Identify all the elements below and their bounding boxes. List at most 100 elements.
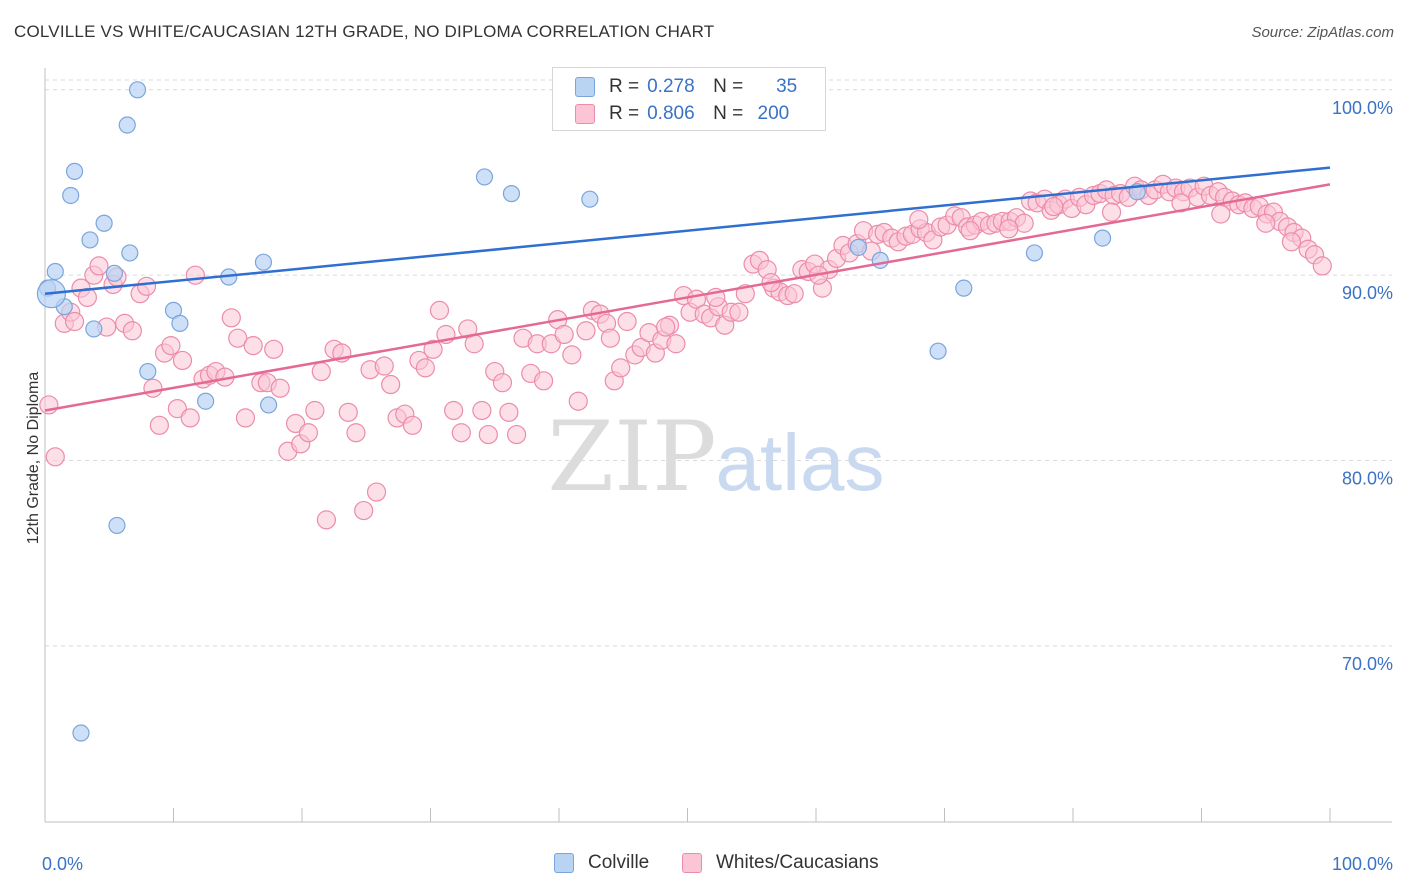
y-tick-label: 90.0% [1342,283,1393,303]
colville-point [259,396,278,414]
whites-point [729,302,749,322]
whites-point [270,378,290,398]
n-value: 200 [757,103,790,124]
whites-point [243,336,263,356]
whites-point [464,334,484,354]
colville-point [197,392,215,410]
whites-point [666,334,686,354]
whites-point [185,265,205,285]
whites-point [143,378,163,398]
whites-point [541,334,561,354]
whites-trend-line [44,183,1331,412]
axes [44,68,1392,823]
whites-point [366,482,387,502]
colville-point [871,251,889,269]
colville-point [254,253,273,271]
whites-point [451,423,471,443]
whites-point [492,373,513,393]
grid-lines [45,79,1392,647]
x-tick-label-min: 0.0% [42,854,83,874]
whites-point [499,402,519,422]
whites-point [167,399,187,419]
series-legend: Colville Whites/Caucasians [0,852,1406,878]
whites-point [1281,232,1302,252]
whites-point [228,328,248,348]
whites-point [39,395,59,415]
whites-point [298,423,319,443]
colville-point [475,168,494,186]
y-axis-label: 12th Grade, No Diploma [25,372,42,545]
whites-point [180,408,200,428]
colville-point [502,185,521,203]
whites-point [122,321,142,341]
whites-point [354,500,374,521]
whites-point [1101,202,1122,222]
colville-point [955,279,973,297]
colville-point [118,116,136,134]
r-label: R = [609,103,640,124]
colville-swatch [554,853,574,873]
colville-point [85,320,103,338]
watermark-zip: ZIP [547,401,716,513]
whites-point [600,328,621,348]
legend-row-whites: R = 0.806 N = 200 [575,101,789,127]
whites-point [402,415,423,435]
colville-point [105,264,123,282]
r-value: 0.806 [647,103,695,124]
whites-point [478,424,498,445]
legend-row-colville: R = 0.278 N = 35 [575,74,797,100]
colville-point [849,238,868,256]
whites-point [1256,213,1276,233]
whites-point [1312,256,1332,276]
colville-point [81,231,99,249]
whites-point [89,256,109,276]
r-value: 0.278 [647,76,695,97]
colville-point [65,162,84,180]
whites-point [172,350,193,371]
whites-point [533,371,554,391]
whites-point [444,400,464,421]
colville-point [62,186,80,205]
x-tick-label-max: 100.0% [1332,854,1393,874]
whites-point [235,408,256,428]
legend-label: Whites/Caucasians [716,852,879,873]
legend-item-whites[interactable]: Whites/Caucasians [682,852,879,874]
whites-point [285,413,306,434]
r-label: R = [609,76,640,97]
legend-item-colville[interactable]: Colville [554,852,649,874]
colville-point [581,190,599,208]
whites-point [338,402,358,422]
whites-point [960,221,980,241]
whites-point [423,339,443,359]
whites-point [1211,204,1231,224]
whites-point [161,336,181,356]
whites-point [656,317,676,337]
whites-point [506,424,527,445]
n-label: N = [713,103,744,124]
colville-point [72,724,90,742]
whites-point [149,415,169,435]
whites-point [415,358,435,378]
whites-point [909,209,929,230]
whites-point [1044,196,1064,217]
n-value: 35 [776,76,798,97]
whites-point [472,400,492,421]
y-tick-label: 80.0% [1342,469,1393,489]
whites-point [64,311,85,332]
colville-point [929,342,947,360]
watermark: ZIP atlas [547,401,884,513]
whites-point [264,339,284,359]
whites-point [784,284,804,304]
whites-swatch [682,853,702,873]
whites-point [562,345,582,365]
trend-lines [44,166,1331,412]
whites-point [381,374,401,395]
whites-point [45,447,65,467]
colville-point [1025,244,1044,262]
colville-point [46,262,64,281]
whites-point [136,276,157,296]
source-label: Source: ZipAtlas.com [1251,24,1394,41]
whites-point [305,400,325,421]
correlation-legend: R = 0.278 N = 35 R = 0.806 N = 200 [552,67,826,131]
